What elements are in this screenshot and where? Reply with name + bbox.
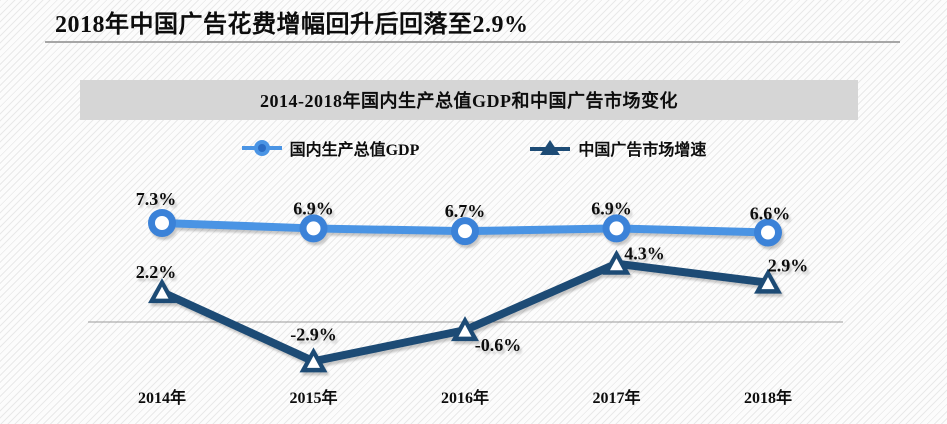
gdp-marker-center — [458, 224, 472, 239]
series-gdp: 7.3% 6.9% 6.7% 6.9% 6.6% — [136, 189, 791, 247]
data-label: 2.2% — [136, 262, 177, 282]
series-ad: 2.2% -2.9% -0.6% 4.3% 2.9% — [136, 244, 809, 373]
x-axis-labels: 2014年 2015年 2016年 2017年 2018年 — [138, 388, 792, 407]
gdp-marker-center — [761, 225, 775, 240]
legend-label-ad-market: 中国广告市场增速 — [578, 142, 707, 159]
gdp-marker-center — [306, 221, 321, 236]
ad-line — [158, 259, 772, 366]
ad-marker-center — [155, 286, 169, 299]
title-divider — [45, 41, 900, 43]
chart-legend: 国内生产总值GDP 中国广告市场增速 — [0, 136, 947, 160]
x-axis-label: 2016年 — [441, 388, 489, 407]
legend-item-ad-market: 中国广告市场增速 — [529, 136, 706, 160]
page-title: 2018年中国广告花费增幅回升后回落至2.9% — [55, 12, 529, 38]
data-label: 7.3% — [136, 189, 177, 209]
ad-marker-center — [610, 258, 623, 271]
line-chart: 7.3% 6.9% 6.7% 6.9% 6.6%2.2%-2.9%-0.6%4.3%2.… — [88, 189, 843, 407]
data-label: 6.7% — [445, 201, 486, 221]
data-label: -0.6% — [475, 335, 522, 355]
gdp-marker-center — [155, 216, 169, 231]
legend-item-gdp: 国内生产总值GDP — [241, 136, 420, 160]
ad-line-triangle-icon — [530, 140, 571, 155]
x-axis-label: 2014年 — [138, 388, 186, 407]
data-label: 4.3% — [624, 244, 665, 264]
gdp-marker-center — [609, 221, 624, 236]
ad-marker-center — [458, 324, 472, 337]
data-label: 6.6% — [750, 204, 791, 224]
data-label: -2.9% — [290, 324, 337, 344]
chart-title-text: 2014-2018年国内生产总值GDP和中国广告市场变化 — [260, 91, 678, 111]
x-axis-label: 2017年 — [592, 388, 640, 407]
data-label: 6.9% — [591, 198, 632, 218]
gdp-line-circle-icon — [241, 140, 282, 156]
data-label: 6.9% — [293, 198, 334, 218]
x-axis-label: 2015年 — [289, 388, 337, 407]
chart-title: 2014-2018年国内生产总值GDP和中国广告市场变化 — [80, 80, 858, 120]
legend-label-gdp: 国内生产总值GDP — [289, 142, 420, 159]
data-label: 2.9% — [768, 256, 809, 276]
ad-marker-center — [307, 355, 320, 368]
x-axis-label: 2018年 — [744, 388, 792, 407]
ad-marker-center — [761, 277, 775, 290]
